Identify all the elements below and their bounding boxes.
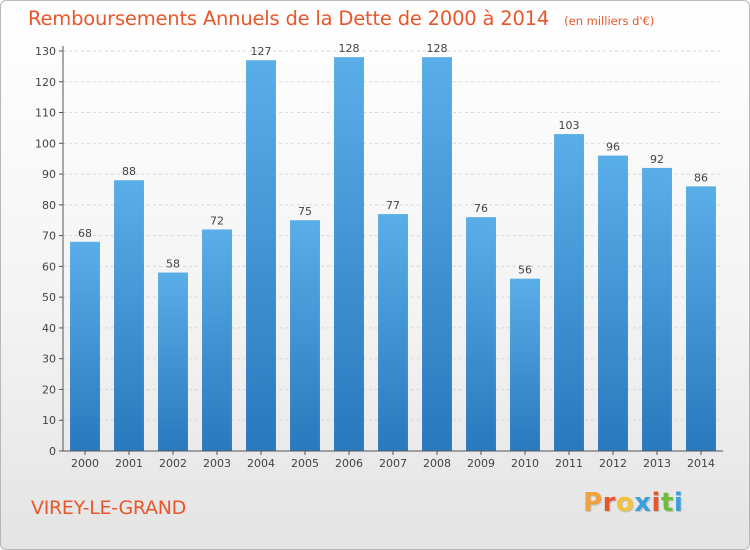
x-tick-label: 2011	[555, 457, 583, 470]
y-tick-label: 100	[35, 137, 56, 150]
bar	[510, 278, 540, 451]
logo-letter: o	[615, 488, 635, 518]
bar	[70, 241, 100, 451]
x-tick-label: 2014	[687, 457, 715, 470]
y-tick-label: 130	[35, 45, 56, 58]
bar-value-label: 96	[606, 141, 620, 154]
bar	[554, 134, 584, 452]
bar	[642, 167, 672, 451]
bar	[202, 229, 232, 451]
bar-value-label: 86	[694, 171, 708, 184]
y-tick-label: 0	[49, 445, 56, 458]
proxiti-logo: Proxiti	[583, 488, 683, 518]
x-tick-label: 2010	[511, 457, 539, 470]
y-tick-label: 80	[42, 199, 56, 212]
bar-value-label: 58	[166, 258, 180, 271]
bar-value-label: 88	[122, 165, 136, 178]
logo-letter: x	[634, 488, 652, 518]
y-tick-label: 120	[35, 76, 56, 89]
bar-value-label: 127	[251, 45, 272, 58]
y-tick-labels: 0 10 20 30 40 50 60 70 80 90 100 110 120 130	[35, 45, 56, 458]
bar	[598, 155, 628, 451]
x-tick-label: 2001	[115, 457, 143, 470]
y-tick-label: 30	[42, 353, 56, 366]
x-tick-label: 2005	[291, 457, 319, 470]
bar-chart: 0 10 20 30 40 50 60 70 80 90 100 110 120 130 2000 2001…	[35, 42, 723, 470]
x-tick-label: 2012	[599, 457, 627, 470]
bar	[290, 220, 320, 451]
commune-name: VIREY-LE-GRAND	[31, 497, 186, 519]
bar	[466, 217, 496, 451]
bar	[334, 57, 364, 452]
x-tick-label: 2000	[71, 457, 99, 470]
bars	[70, 57, 716, 452]
x-tick-label: 2003	[203, 457, 231, 470]
x-tick-label: 2002	[159, 457, 187, 470]
x-tick-label: 2007	[379, 457, 407, 470]
bar-value-label: 103	[559, 119, 580, 132]
bar-value-label: 75	[298, 205, 312, 218]
chart-unit-label: (en milliers d'€)	[564, 14, 655, 28]
bar	[158, 272, 188, 451]
y-tick-label: 50	[42, 291, 56, 304]
bar-value-label: 77	[386, 199, 400, 212]
bar	[686, 186, 716, 451]
logo-letter: t	[660, 488, 674, 518]
bar	[422, 57, 452, 452]
x-tick-label: 2013	[643, 457, 671, 470]
bar	[378, 214, 408, 451]
logo-letter: r	[602, 488, 616, 518]
x-tick-label: 2008	[423, 457, 451, 470]
axes	[59, 46, 723, 455]
x-tick-label: 2009	[467, 457, 495, 470]
logo-letter: i	[651, 488, 661, 518]
bar-value-label: 56	[518, 264, 532, 277]
bar-value-label: 72	[210, 214, 224, 227]
x-tick-labels: 2000 2001 2002 2003 2004 2005 2006 2007 2008 2009…	[71, 457, 715, 470]
bar	[246, 60, 276, 451]
chart-title: Remboursements Annuels de la Dette de 20…	[28, 7, 550, 30]
y-tick-label: 40	[42, 322, 56, 335]
bar	[114, 180, 144, 451]
y-tick-label: 10	[42, 414, 56, 427]
y-tick-label: 90	[42, 168, 56, 181]
y-tick-label: 110	[35, 107, 56, 120]
bar-value-label: 68	[78, 227, 92, 240]
bar-value-label: 128	[339, 42, 360, 55]
bar-value-label: 92	[650, 153, 664, 166]
data-labels: 68 88 58 72 127 75 128 77 128 76 56 103 96 92 86	[78, 42, 708, 277]
x-tick-label: 2004	[247, 457, 275, 470]
bar-value-label: 76	[474, 202, 488, 215]
logo-letter: i	[673, 488, 684, 518]
y-tick-label: 60	[42, 260, 56, 273]
chart-title-row: Remboursements Annuels de la Dette de 20…	[28, 7, 654, 30]
bar-value-label: 128	[427, 42, 448, 55]
logo-letter: P	[583, 488, 603, 518]
y-tick-label: 70	[42, 230, 56, 243]
y-tick-label: 20	[42, 383, 56, 396]
x-tick-label: 2006	[335, 457, 363, 470]
